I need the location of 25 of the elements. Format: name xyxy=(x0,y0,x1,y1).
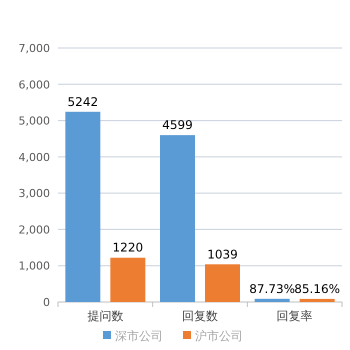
x-tick-label: 回复率 xyxy=(276,309,313,323)
y-tick-label: 7,000 xyxy=(18,42,50,55)
y-tick-label: 0 xyxy=(43,296,50,309)
x-tick-label: 回复数 xyxy=(182,309,218,323)
y-tick-label: 1,000 xyxy=(18,260,50,273)
data-label: 1039 xyxy=(207,247,238,262)
y-tick-label: 6,000 xyxy=(18,78,50,92)
data-label: 5242 xyxy=(68,94,98,109)
y-tick-label: 2,000 xyxy=(18,223,50,236)
bar xyxy=(300,298,335,302)
y-tick-label: 4,000 xyxy=(18,150,50,164)
data-label: 85.16% xyxy=(294,282,340,296)
data-label: 1220 xyxy=(112,240,144,255)
y-tick-label: 5,000 xyxy=(18,114,50,128)
bar xyxy=(205,264,240,302)
y-tick-label: 3,000 xyxy=(18,187,50,200)
x-tick-label: 提问数 xyxy=(87,309,124,323)
bar xyxy=(65,112,100,302)
bar xyxy=(254,298,290,302)
data-label: 87.73% xyxy=(249,282,296,296)
bar xyxy=(110,258,146,302)
data-label: 4599 xyxy=(162,118,193,132)
legend-label: 深市公司 xyxy=(115,329,163,343)
legend-label: 沪市公司 xyxy=(195,329,243,343)
bar xyxy=(160,135,195,302)
